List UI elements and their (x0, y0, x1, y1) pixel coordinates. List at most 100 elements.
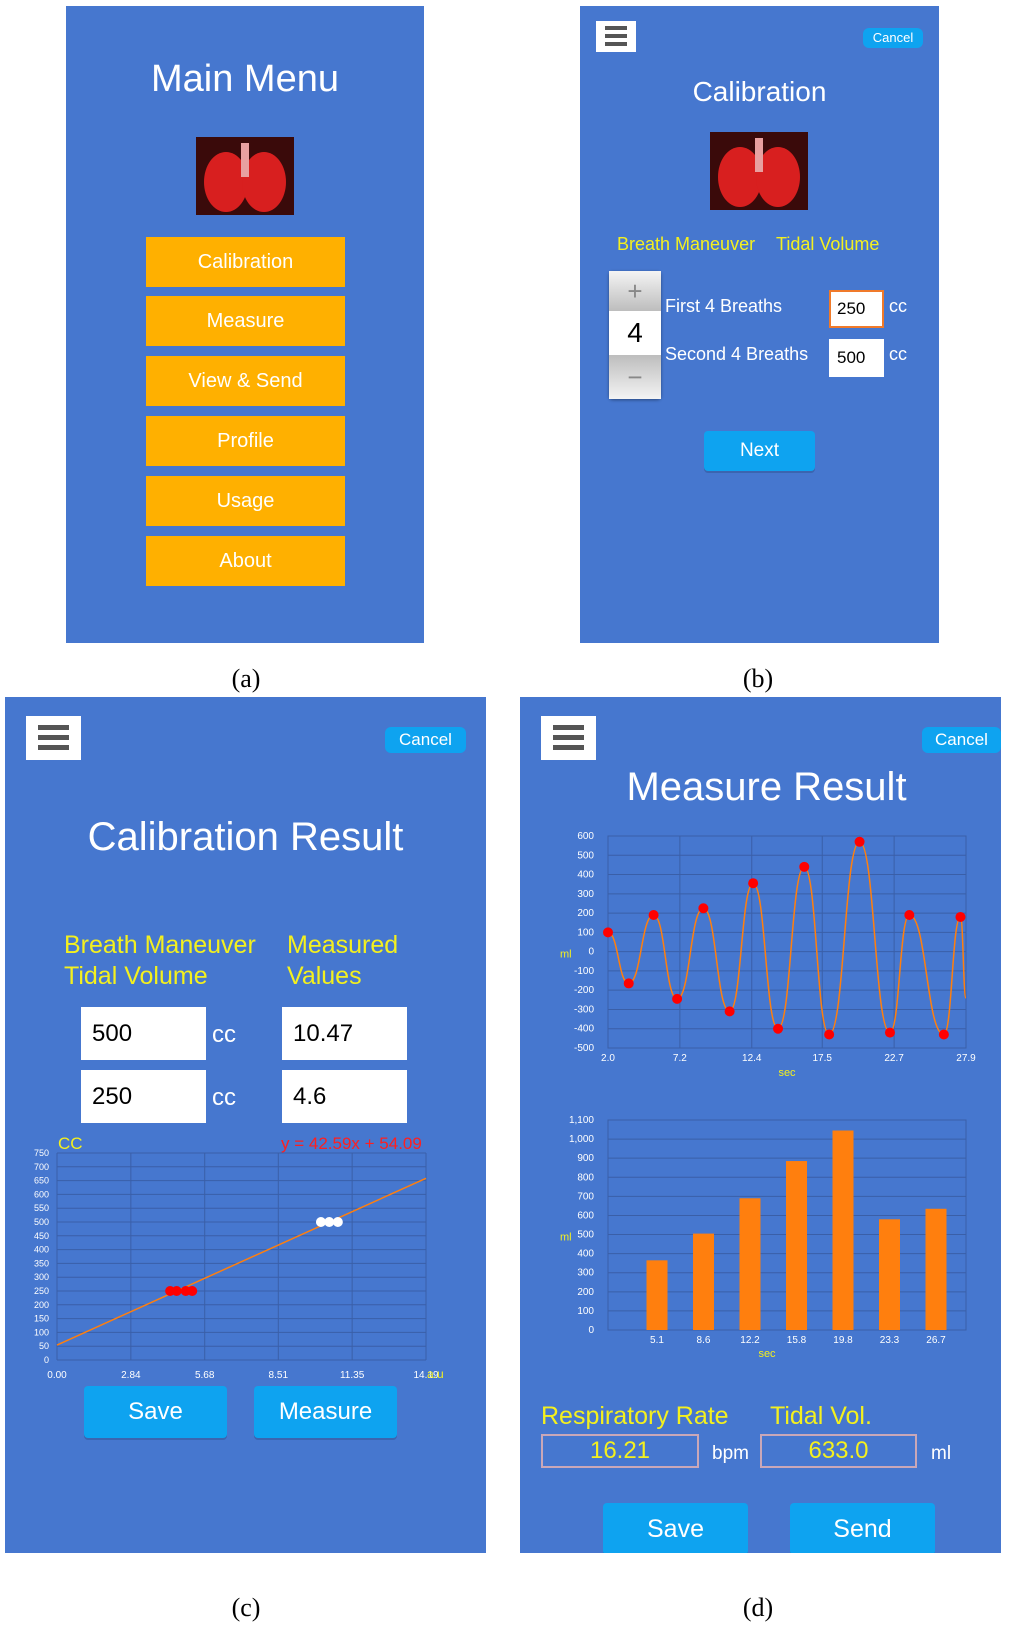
y-tick-label: 700 (577, 1191, 594, 1202)
x-tick-label: 0.00 (47, 1370, 67, 1381)
plot-frame (607, 835, 967, 1049)
calibration-chart: 0 50 100 150 200 250 300 350 400 450 500 550 600 650 7… (34, 1148, 444, 1381)
first-breaths-volume-input[interactable]: 250 (829, 290, 884, 328)
first-breaths-unit: cc (889, 296, 907, 316)
main-menu-screen: Main Menu Calibration Measure View & Sen… (66, 6, 424, 643)
x-tick-label: 11.35 (340, 1370, 365, 1381)
measure-menu-button[interactable]: Measure (146, 296, 345, 346)
x-tick-label: 7.2 (673, 1053, 687, 1064)
y-tick-label: 0 (588, 1325, 594, 1336)
y-tick-label: 500 (577, 1230, 594, 1241)
y-tick-label: 750 (34, 1148, 49, 1158)
breath-count-stepper[interactable]: + 4 − (609, 271, 661, 399)
tidal-volume-bar-chart: 1,100 1,000 900 800 700 600 500 400 300 200 100 0 ml… (560, 1115, 967, 1360)
data-point (648, 910, 659, 921)
cancel-button[interactable]: Cancel (922, 727, 1001, 753)
x-tick-label: 27.9 (956, 1053, 976, 1064)
usage-menu-button[interactable]: Usage (146, 476, 345, 526)
y-tick-label: 600 (577, 1210, 594, 1221)
y-tick-label: 300 (34, 1272, 49, 1282)
respiratory-rate-label: Respiratory Rate (541, 1402, 729, 1430)
save-button[interactable]: Save (84, 1386, 227, 1438)
data-point (603, 927, 613, 938)
series-line (607, 841, 967, 1036)
stepper-plus-button[interactable]: + (609, 271, 661, 311)
x-tick-label: 14.19 (413, 1370, 438, 1381)
y-tick-label: 800 (577, 1172, 594, 1183)
header-line-1: Breath Maneuver (64, 931, 256, 959)
bar (739, 1198, 761, 1330)
second-breaths-unit: cc (889, 344, 907, 364)
y-tick-label: -400 (574, 1024, 594, 1035)
y-tick-label: 700 (34, 1162, 49, 1172)
x-tick-label: 23.3 (880, 1335, 900, 1346)
y-tick-label: 900 (577, 1153, 594, 1164)
tidal-volume-label: Tidal Vol. (770, 1402, 872, 1430)
fit-line (56, 1177, 427, 1346)
x-tick-label: 17.5 (813, 1053, 833, 1064)
measured-value-field-2[interactable]: 4.6 (282, 1070, 407, 1123)
calibration-menu-button[interactable]: Calibration (146, 237, 345, 287)
second-breaths-volume-input[interactable]: 500 (829, 339, 884, 377)
hamburger-menu-icon[interactable] (26, 716, 81, 760)
y-axis-label: ml (560, 1232, 572, 1244)
y-tick-label: 100 (577, 927, 594, 938)
x-axis-label: sec (758, 1348, 776, 1360)
fit-equation: y = 42.59x + 54.09 (281, 1134, 422, 1153)
lungs-image (196, 137, 294, 215)
y-tick-label: 450 (34, 1231, 49, 1241)
data-point (748, 878, 759, 889)
x-tick-label: 2.0 (601, 1053, 615, 1064)
data-point (315, 1217, 326, 1227)
y-tick-label: 150 (34, 1314, 49, 1324)
tidal-volume-unit: ml (931, 1443, 952, 1464)
hamburger-menu-icon[interactable] (541, 716, 596, 760)
measure-button[interactable]: Measure (254, 1386, 397, 1438)
y-tick-label: 350 (34, 1258, 49, 1268)
x-axis-label: sec (778, 1067, 796, 1079)
next-button[interactable]: Next (704, 431, 815, 471)
x-tick-label: 8.6 (697, 1335, 711, 1346)
tidal-volume-field-1[interactable]: 500 (81, 1007, 206, 1060)
y-tick-label: 200 (577, 908, 594, 919)
profile-menu-button[interactable]: Profile (146, 416, 345, 466)
y-tick-label: 100 (34, 1327, 49, 1337)
y-tick-label: 50 (39, 1341, 49, 1351)
respiratory-rate-unit: bpm (712, 1443, 749, 1464)
cancel-button[interactable]: Cancel (385, 727, 466, 753)
measured-values-header: Measured Values (287, 930, 398, 992)
stepper-minus-button[interactable]: − (609, 355, 661, 399)
tidal-volume-header: Tidal Volume (776, 234, 880, 254)
about-menu-button[interactable]: About (146, 536, 345, 586)
y-tick-label: -300 (574, 1004, 594, 1015)
data-point (904, 910, 915, 921)
bar (786, 1161, 807, 1330)
y-tick-label: 400 (34, 1245, 49, 1255)
page-title: Main Menu (151, 58, 339, 100)
caption-b: (b) (742, 664, 774, 693)
y-tick-label: 100 (577, 1306, 594, 1317)
page-title: Calibration Result (87, 815, 404, 859)
data-point (955, 911, 966, 922)
cancel-button[interactable]: Cancel (863, 28, 923, 48)
view-send-menu-button[interactable]: View & Send (146, 356, 345, 406)
x-tick-label: 5.1 (650, 1335, 664, 1346)
data-point (187, 1286, 198, 1296)
data-point (332, 1217, 343, 1227)
data-point (824, 1029, 835, 1040)
y-tick-label: 500 (34, 1217, 49, 1227)
calibration-result-screen: Cancel Calibration Result Breath Maneuve… (5, 697, 486, 1553)
measured-value-field-1[interactable]: 10.47 (282, 1007, 407, 1060)
data-point (799, 861, 810, 872)
x-tick-label: 5.68 (195, 1370, 215, 1381)
breath-maneuver-header: Breath Maneuver (617, 234, 756, 254)
data-point (623, 978, 634, 989)
stepper-value: 4 (609, 311, 661, 355)
save-button[interactable]: Save (603, 1503, 748, 1553)
tidal-volume-field-2[interactable]: 250 (81, 1070, 206, 1123)
y-tick-label: 550 (34, 1203, 49, 1213)
y-tick-label: 1,100 (569, 1115, 594, 1126)
hamburger-menu-icon[interactable] (596, 21, 636, 52)
send-button[interactable]: Send (790, 1503, 935, 1553)
data-point (724, 1006, 735, 1017)
